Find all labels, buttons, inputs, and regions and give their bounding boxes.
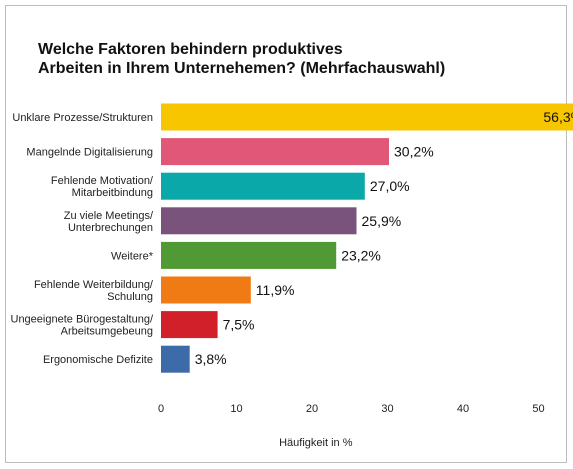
x-tick-label-5: 50 [532, 403, 544, 415]
x-tick-label-4: 40 [457, 403, 469, 415]
bar-6 [161, 311, 218, 339]
chart-title-line1: Welche Faktoren behindern produktives [38, 41, 343, 58]
bar-4 [161, 241, 337, 269]
category-label-7: Ergonomische Defizite [43, 354, 153, 366]
category-label-0: Unklare Prozesse/Strukturen [12, 112, 153, 124]
category-label-6: Ungeeignete Bürogestaltung/Arbeitsumgebe… [11, 314, 154, 338]
x-tick-label-3: 30 [381, 403, 393, 415]
category-label-4: Weitere* [111, 250, 154, 262]
bar-5 [161, 276, 251, 304]
x-tick-label-0: 0 [158, 403, 164, 415]
bar-3 [161, 207, 357, 235]
category-label-5: Fehlende Weiterbildung/Schulung [34, 279, 154, 303]
category-label-2: Fehlende Motivation/Mitarbeitbindung [51, 175, 154, 199]
category-label-1: Mangelnde Digitalisierung [26, 147, 153, 159]
bar-7 [161, 345, 190, 373]
value-label-1: 30,2% [394, 144, 434, 160]
x-tick-label-2: 20 [306, 403, 318, 415]
value-label-0: 56,3% [543, 109, 573, 125]
chart-title: Welche Faktoren behindern produktives Ar… [38, 40, 538, 78]
bar-1 [161, 138, 389, 166]
x-axis-title: Häufigkeit in % [279, 437, 353, 449]
bar-2 [161, 172, 365, 200]
chart-title-line2: Arbeiten in Ihrem Unternehemen? (Mehrfac… [38, 60, 446, 77]
category-label-3: Zu viele Meetings/Unterbrechungen [64, 210, 154, 234]
x-tick-label-1: 10 [230, 403, 242, 415]
value-label-4: 23,2% [341, 247, 381, 263]
value-label-3: 25,9% [362, 213, 402, 229]
value-label-2: 27,0% [370, 178, 410, 194]
bar-0 [161, 103, 573, 131]
value-label-5: 11,9% [256, 282, 295, 298]
value-label-6: 7,5% [223, 317, 255, 333]
value-label-7: 3,8% [195, 351, 227, 367]
